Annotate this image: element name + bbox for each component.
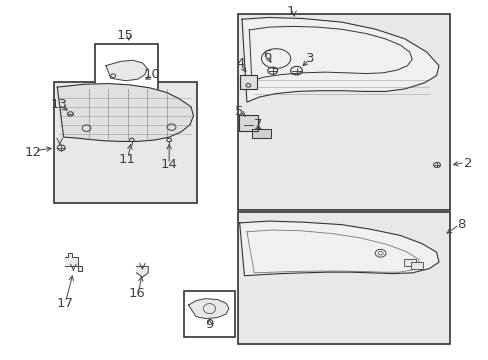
Bar <box>54 82 197 203</box>
Text: 5: 5 <box>235 105 244 118</box>
Polygon shape <box>251 129 271 138</box>
Text: 16: 16 <box>128 287 145 300</box>
Text: 12: 12 <box>24 146 41 159</box>
Polygon shape <box>57 84 193 141</box>
Bar <box>403 259 415 266</box>
Text: 17: 17 <box>56 297 73 310</box>
Text: 1: 1 <box>286 5 294 18</box>
Text: 4: 4 <box>236 57 244 71</box>
Text: 9: 9 <box>205 318 213 331</box>
Polygon shape <box>64 253 81 271</box>
Text: 14: 14 <box>161 158 177 171</box>
Polygon shape <box>239 221 438 276</box>
Text: 7: 7 <box>253 118 262 131</box>
Bar <box>239 75 257 89</box>
Bar <box>183 291 234 337</box>
Bar <box>238 212 449 344</box>
Bar <box>95 44 158 98</box>
Text: 11: 11 <box>118 153 135 166</box>
Text: 15: 15 <box>117 29 134 42</box>
Text: 2: 2 <box>463 157 471 170</box>
Text: 8: 8 <box>456 218 464 231</box>
Polygon shape <box>242 18 438 102</box>
Polygon shape <box>106 60 147 81</box>
Polygon shape <box>188 298 228 319</box>
Bar <box>238 14 449 210</box>
Bar <box>238 115 258 131</box>
Text: 13: 13 <box>50 98 67 111</box>
Text: 3: 3 <box>305 52 314 65</box>
Polygon shape <box>136 266 148 277</box>
Bar <box>410 262 423 269</box>
Text: 10: 10 <box>143 68 160 81</box>
Text: 6: 6 <box>262 49 270 62</box>
